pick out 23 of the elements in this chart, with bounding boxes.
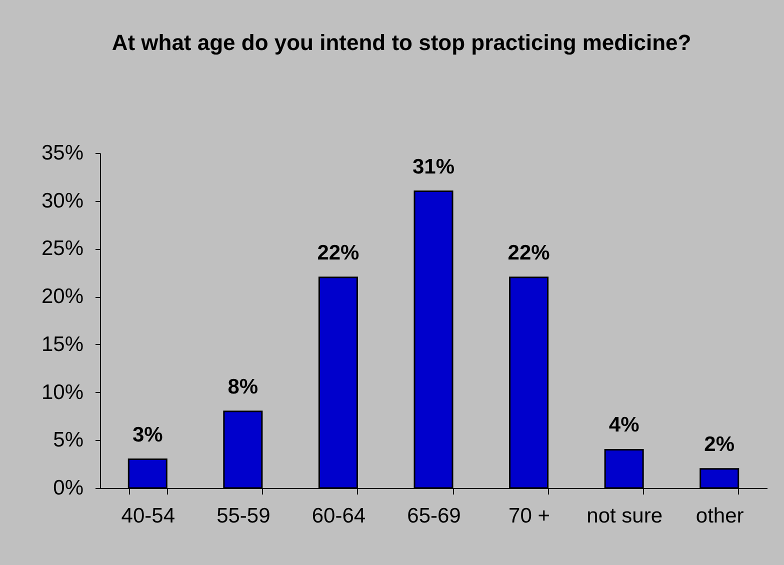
data-label: 31% xyxy=(412,155,455,178)
x-tick-label: 70 + xyxy=(508,504,550,528)
x-tick-label: other xyxy=(696,504,744,528)
data-label: 22% xyxy=(508,241,550,264)
data-label: 4% xyxy=(608,414,640,437)
data-label: 3% xyxy=(132,423,164,446)
y-tick-label: 25% xyxy=(41,237,84,260)
data-label: 8% xyxy=(228,375,258,398)
x-tick-label: 65-69 xyxy=(407,504,461,528)
y-tick-label: 35% xyxy=(41,142,84,164)
x-tick-label: not sure xyxy=(586,504,663,528)
y-tick-label: 5% xyxy=(53,428,84,452)
chart-title: At what age do you intend to stop practicing medicine? xyxy=(112,30,692,55)
x-tick-label: 55-59 xyxy=(216,504,270,528)
y-tick-label: 0% xyxy=(53,476,84,500)
x-tick-label: 60-64 xyxy=(312,504,366,528)
y-tick-label: 30% xyxy=(41,189,84,212)
y-tick-label: 10% xyxy=(41,380,84,404)
y-tick-label: 15% xyxy=(41,332,84,356)
y-tick-label: 20% xyxy=(41,285,84,308)
data-label: 2% xyxy=(704,432,735,456)
data-label: 22% xyxy=(317,241,360,264)
x-tick-label: 40-54 xyxy=(121,504,176,528)
